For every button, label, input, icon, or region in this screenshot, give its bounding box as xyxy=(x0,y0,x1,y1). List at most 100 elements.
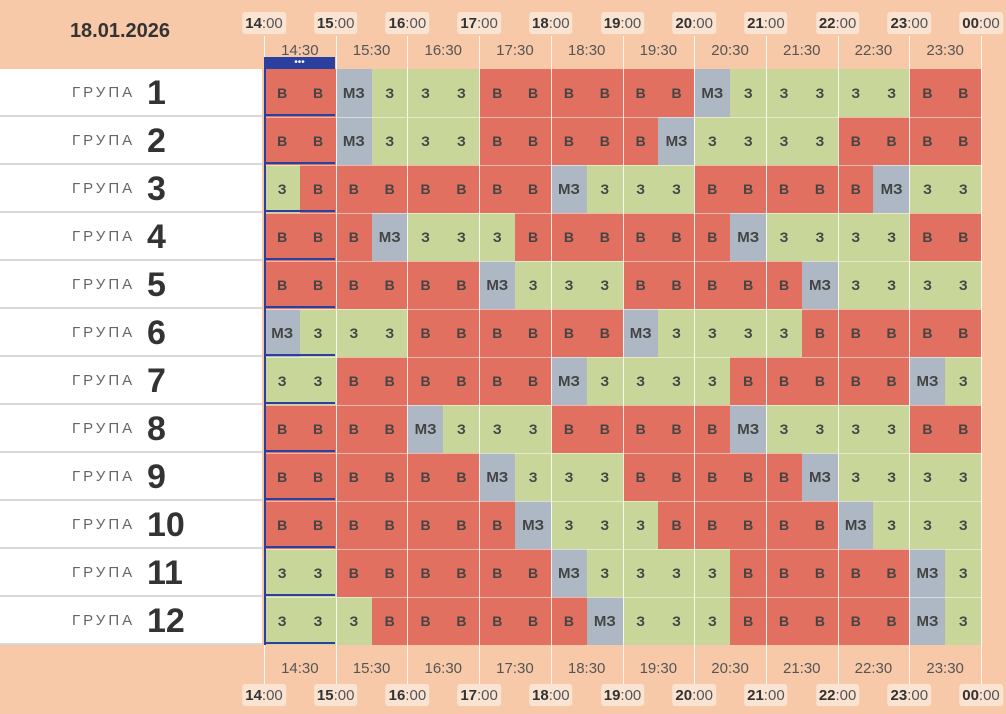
schedule-cell[interactable]: В xyxy=(479,597,516,645)
schedule-cell[interactable]: З xyxy=(407,69,444,117)
schedule-cell[interactable]: В xyxy=(586,213,623,261)
schedule-cell[interactable]: В xyxy=(801,309,839,357)
schedule-cell[interactable]: В xyxy=(479,549,516,597)
schedule-cell[interactable]: З xyxy=(694,309,731,357)
schedule-cell[interactable]: В xyxy=(407,501,444,549)
schedule-cell[interactable]: З xyxy=(586,165,623,213)
schedule-cell[interactable]: В xyxy=(264,261,301,309)
schedule-cell[interactable]: В xyxy=(909,405,946,453)
schedule-cell[interactable]: З xyxy=(622,165,659,213)
schedule-cell[interactable]: В xyxy=(694,405,731,453)
schedule-cell[interactable]: В xyxy=(694,165,731,213)
schedule-cell[interactable]: З xyxy=(586,501,623,549)
schedule-cell[interactable]: В xyxy=(550,213,588,261)
schedule-cell[interactable]: З xyxy=(801,69,839,117)
schedule-cell[interactable]: В xyxy=(945,69,982,117)
schedule-cell[interactable]: З xyxy=(586,261,623,309)
schedule-cell[interactable]: МЗ xyxy=(730,405,767,453)
schedule-cell[interactable]: МЗ xyxy=(407,405,444,453)
schedule-cell[interactable]: З xyxy=(264,165,301,213)
schedule-cell[interactable]: В xyxy=(765,165,803,213)
schedule-cell[interactable]: З xyxy=(371,69,408,117)
schedule-cell[interactable]: З xyxy=(837,405,874,453)
schedule-cell[interactable]: З xyxy=(443,405,480,453)
schedule-cell[interactable]: В xyxy=(299,165,337,213)
schedule-cell[interactable]: МЗ xyxy=(335,117,373,165)
schedule-cell[interactable]: З xyxy=(909,261,946,309)
schedule-cell[interactable]: В xyxy=(514,165,552,213)
schedule-cell[interactable]: В xyxy=(873,309,910,357)
schedule-cell[interactable]: В xyxy=(586,309,623,357)
schedule-cell[interactable]: З xyxy=(873,405,910,453)
schedule-cell[interactable]: З xyxy=(550,453,588,501)
schedule-cell[interactable]: В xyxy=(371,501,408,549)
schedule-cell[interactable]: В xyxy=(622,405,659,453)
schedule-cell[interactable]: В xyxy=(550,309,588,357)
schedule-cell[interactable]: З xyxy=(694,597,731,645)
schedule-cell[interactable]: З xyxy=(801,405,839,453)
schedule-cell[interactable]: В xyxy=(443,357,480,405)
schedule-cell[interactable]: В xyxy=(407,549,444,597)
schedule-cell[interactable]: З xyxy=(945,165,982,213)
schedule-cell[interactable]: З xyxy=(479,213,516,261)
schedule-cell[interactable]: З xyxy=(694,357,731,405)
schedule-cell[interactable]: В xyxy=(837,165,874,213)
schedule-cell[interactable]: В xyxy=(622,261,659,309)
schedule-cell[interactable]: В xyxy=(264,501,301,549)
schedule-cell[interactable]: МЗ xyxy=(550,549,588,597)
schedule-cell[interactable]: В xyxy=(730,357,767,405)
schedule-cell[interactable]: В xyxy=(371,549,408,597)
schedule-cell[interactable]: В xyxy=(586,405,623,453)
schedule-cell[interactable]: З xyxy=(765,69,803,117)
schedule-cell[interactable]: В xyxy=(730,549,767,597)
schedule-cell[interactable]: В xyxy=(730,501,767,549)
schedule-cell[interactable]: В xyxy=(945,309,982,357)
schedule-cell[interactable]: В xyxy=(443,597,480,645)
schedule-cell[interactable]: З xyxy=(335,597,373,645)
schedule-cell[interactable]: З xyxy=(264,357,301,405)
schedule-cell[interactable]: З xyxy=(945,261,982,309)
schedule-cell[interactable]: З xyxy=(765,117,803,165)
schedule-cell[interactable]: В xyxy=(299,117,337,165)
schedule-cell[interactable]: З xyxy=(514,453,552,501)
schedule-cell[interactable]: В xyxy=(622,117,659,165)
schedule-cell[interactable]: МЗ xyxy=(801,261,839,309)
schedule-cell[interactable]: В xyxy=(264,69,301,117)
schedule-cell[interactable]: В xyxy=(694,453,731,501)
schedule-cell[interactable]: В xyxy=(945,213,982,261)
schedule-cell[interactable]: В xyxy=(371,453,408,501)
schedule-cell[interactable]: В xyxy=(550,117,588,165)
schedule-cell[interactable]: МЗ xyxy=(550,165,588,213)
schedule-cell[interactable]: З xyxy=(873,213,910,261)
schedule-cell[interactable]: З xyxy=(622,501,659,549)
schedule-cell[interactable]: В xyxy=(335,549,373,597)
schedule-cell[interactable]: З xyxy=(765,405,803,453)
schedule-cell[interactable]: В xyxy=(658,69,695,117)
schedule-cell[interactable]: В xyxy=(765,453,803,501)
schedule-cell[interactable]: В xyxy=(945,117,982,165)
schedule-cell[interactable]: В xyxy=(371,261,408,309)
schedule-cell[interactable]: МЗ xyxy=(658,117,695,165)
schedule-cell[interactable]: В xyxy=(299,69,337,117)
schedule-cell[interactable]: З xyxy=(371,309,408,357)
schedule-cell[interactable]: В xyxy=(407,261,444,309)
schedule-cell[interactable]: В xyxy=(765,549,803,597)
schedule-cell[interactable]: В xyxy=(909,117,946,165)
schedule-cell[interactable]: З xyxy=(873,453,910,501)
schedule-cell[interactable]: В xyxy=(694,261,731,309)
schedule-cell[interactable]: В xyxy=(837,309,874,357)
schedule-cell[interactable]: В xyxy=(658,213,695,261)
schedule-cell[interactable]: З xyxy=(622,357,659,405)
schedule-cell[interactable]: В xyxy=(407,165,444,213)
schedule-cell[interactable]: В xyxy=(479,357,516,405)
schedule-cell[interactable]: З xyxy=(514,261,552,309)
schedule-cell[interactable]: З xyxy=(945,549,982,597)
schedule-cell[interactable]: В xyxy=(730,453,767,501)
schedule-cell[interactable]: В xyxy=(335,357,373,405)
current-time-indicator[interactable]: ••• xyxy=(264,57,335,69)
schedule-cell[interactable]: В xyxy=(837,597,874,645)
schedule-cell[interactable]: З xyxy=(658,357,695,405)
schedule-cell[interactable]: МЗ xyxy=(873,165,910,213)
schedule-cell[interactable]: В xyxy=(299,261,337,309)
schedule-cell[interactable]: В xyxy=(443,453,480,501)
